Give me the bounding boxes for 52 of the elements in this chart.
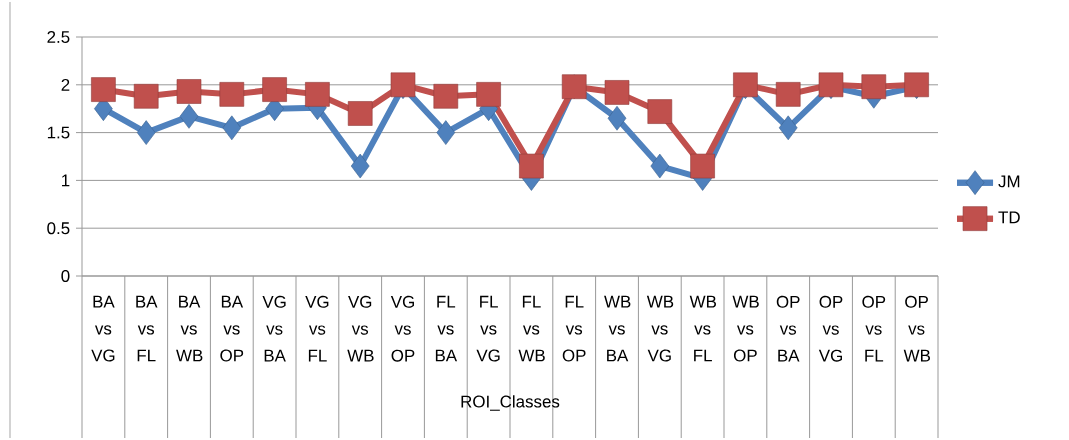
y-tick-label: 0: [61, 270, 70, 282]
x-tick-label: OP vs FL: [862, 295, 886, 362]
x-tick-label: BA vs OP: [220, 295, 244, 362]
x-tick-label: OP vs VG: [818, 295, 843, 362]
point: [647, 99, 673, 124]
y-tick-label: 1.5: [47, 126, 70, 139]
point: [91, 77, 116, 102]
point: [133, 83, 159, 109]
x-axis-title: ROI_Classes: [461, 395, 560, 411]
point: [219, 82, 245, 107]
point: [519, 153, 544, 179]
x-tick-label: FL vs WB: [518, 295, 545, 362]
x-tick-label: VG vs BA: [262, 295, 286, 362]
x-tick-label: VG vs OP: [390, 295, 415, 362]
x-tick-label: OP vs WB: [903, 295, 930, 362]
point: [222, 115, 242, 141]
x-tick-label: BA vs FL: [136, 295, 158, 362]
point: [136, 120, 156, 145]
point: [347, 101, 373, 126]
x-tick-label: BA vs WB: [176, 295, 203, 362]
point: [476, 82, 501, 107]
point: [690, 153, 715, 179]
x-tick-label: WB vs VG: [646, 295, 674, 362]
y-tick-label: 1: [62, 174, 70, 187]
x-tick-label: VG vs FL: [305, 295, 329, 362]
x-tick-label: BA vs VG: [91, 295, 115, 362]
point: [305, 82, 330, 107]
point: [778, 115, 798, 141]
point: [350, 153, 370, 179]
x-tick-label: FL vs BA: [435, 295, 458, 362]
point: [650, 153, 670, 179]
x-tick-label: VG vs WB: [347, 295, 374, 362]
x-tick-label: OP vs BA: [776, 295, 800, 362]
point: [604, 80, 630, 105]
x-tick-label: WB vs OP: [732, 295, 759, 362]
legend-label: TD: [998, 211, 1020, 224]
x-tick-label: WB vs FL: [689, 295, 716, 362]
y-tick-label: 0.5: [47, 222, 70, 235]
point: [861, 74, 887, 100]
point: [262, 77, 287, 102]
x-tick-label: WB vs BA: [604, 295, 631, 362]
legend-label: JM: [998, 175, 1020, 188]
x-tick-label: FL vs OP: [562, 295, 586, 362]
y-tick-label: 2: [61, 78, 70, 91]
point: [179, 104, 199, 129]
point: [433, 83, 459, 109]
point: [775, 82, 801, 107]
point: [176, 79, 202, 104]
point: [436, 120, 456, 145]
y-tick-label: 2.5: [47, 31, 70, 43]
point: [607, 105, 627, 131]
x-tick-label: FL vs VG: [476, 295, 500, 362]
